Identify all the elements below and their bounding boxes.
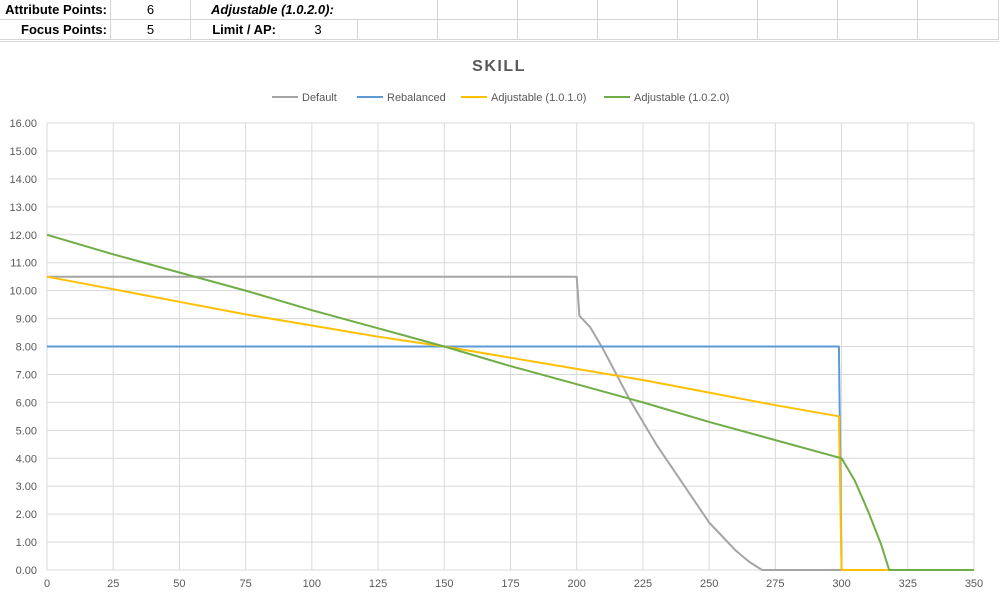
y-tick-label: 4.00 <box>16 453 37 465</box>
adjustable-version-label[interactable]: Adjustable (1.0.2.0): <box>191 0 358 20</box>
series-line-adjustable-1-0-2-0[interactable] <box>46 233 974 571</box>
y-tick-label: 0.00 <box>16 565 37 577</box>
empty-cell[interactable] <box>918 20 999 40</box>
legend-label: Rebalanced <box>387 92 446 104</box>
empty-cell[interactable] <box>598 0 678 20</box>
empty-cell[interactable] <box>678 0 758 20</box>
y-tick-label: 3.00 <box>16 481 37 493</box>
chart-legend: Default Rebalanced Adjustable (1.0.1.0) Adj… <box>272 92 729 104</box>
empty-cell[interactable] <box>918 0 999 20</box>
y-tick-label: 2.00 <box>16 509 37 521</box>
y-tick-label: 14.00 <box>9 174 37 186</box>
focus-points-label[interactable]: Focus Points: <box>0 20 111 40</box>
skill-line-chart: SKILL Default Rebalanced Adjustable (1.0.1… <box>9 58 983 590</box>
empty-cell[interactable] <box>518 0 598 20</box>
legend-label: Default <box>302 92 337 104</box>
x-tick-label: 150 <box>435 578 453 590</box>
legend-label: Adjustable (1.0.2.0) <box>634 92 729 104</box>
empty-cell[interactable] <box>518 20 598 40</box>
empty-cell[interactable] <box>598 20 678 40</box>
y-tick-label: 13.00 <box>9 202 37 214</box>
x-axis-tick-labels: 0 25 50 75 100 125 150 175 200 225 250 275 300 325 350 <box>44 578 983 590</box>
header-cells: Attribute Points: 6 Adjustable (1.0.2.0)… <box>0 0 999 41</box>
x-tick-label: 125 <box>369 578 387 590</box>
y-tick-label: 7.00 <box>16 369 37 381</box>
limit-per-ap-value[interactable]: 3 <box>279 20 358 40</box>
focus-points-value[interactable]: 5 <box>111 20 191 40</box>
y-tick-label: 9.00 <box>16 314 37 326</box>
x-tick-label: 0 <box>44 578 50 590</box>
x-tick-label: 350 <box>965 578 983 590</box>
x-tick-label: 300 <box>832 578 850 590</box>
y-tick-label: 6.00 <box>16 397 37 409</box>
y-tick-label: 16.00 <box>9 118 37 130</box>
x-tick-label: 100 <box>303 578 321 590</box>
empty-cell[interactable] <box>438 20 518 40</box>
x-tick-label: 325 <box>899 578 917 590</box>
series-lines <box>46 233 974 571</box>
x-tick-label: 250 <box>700 578 718 590</box>
x-tick-label: 225 <box>634 578 652 590</box>
limit-per-ap-label[interactable]: Limit / AP: <box>191 20 279 40</box>
chart-area[interactable]: SKILL Default Rebalanced Adjustable (1.0.1… <box>0 41 999 601</box>
x-tick-label: 200 <box>568 578 586 590</box>
y-tick-label: 10.00 <box>9 286 37 298</box>
x-tick-label: 275 <box>766 578 784 590</box>
empty-cell[interactable] <box>758 20 838 40</box>
x-tick-label: 175 <box>501 578 519 590</box>
empty-cell[interactable] <box>358 20 438 40</box>
y-tick-label: 5.00 <box>16 425 37 437</box>
empty-cell[interactable] <box>838 0 918 20</box>
y-tick-label: 11.00 <box>10 258 37 270</box>
legend-label: Adjustable (1.0.1.0) <box>491 92 586 104</box>
x-tick-label: 25 <box>107 578 119 590</box>
y-tick-label: 15.00 <box>9 146 37 158</box>
empty-cell[interactable] <box>438 0 518 20</box>
x-tick-label: 50 <box>173 578 185 590</box>
attribute-points-label[interactable]: Attribute Points: <box>0 0 111 20</box>
series-line-default[interactable] <box>47 275 842 571</box>
chart-title: SKILL <box>472 58 526 75</box>
y-tick-label: 1.00 <box>16 537 37 549</box>
attribute-points-value[interactable]: 6 <box>111 0 191 20</box>
series-line-adjustable-1-0-1-0[interactable] <box>46 275 890 571</box>
empty-cell[interactable] <box>358 0 438 20</box>
empty-cell[interactable] <box>838 20 918 40</box>
y-tick-label: 12.00 <box>9 230 37 242</box>
empty-cell[interactable] <box>758 0 838 20</box>
x-tick-label: 75 <box>240 578 252 590</box>
y-tick-label: 8.00 <box>16 342 37 354</box>
empty-cell[interactable] <box>678 20 758 40</box>
y-axis-tick-labels: 0.00 1.00 2.00 3.00 4.00 5.00 6.00 7.00 8.00 9.00… <box>9 118 37 577</box>
